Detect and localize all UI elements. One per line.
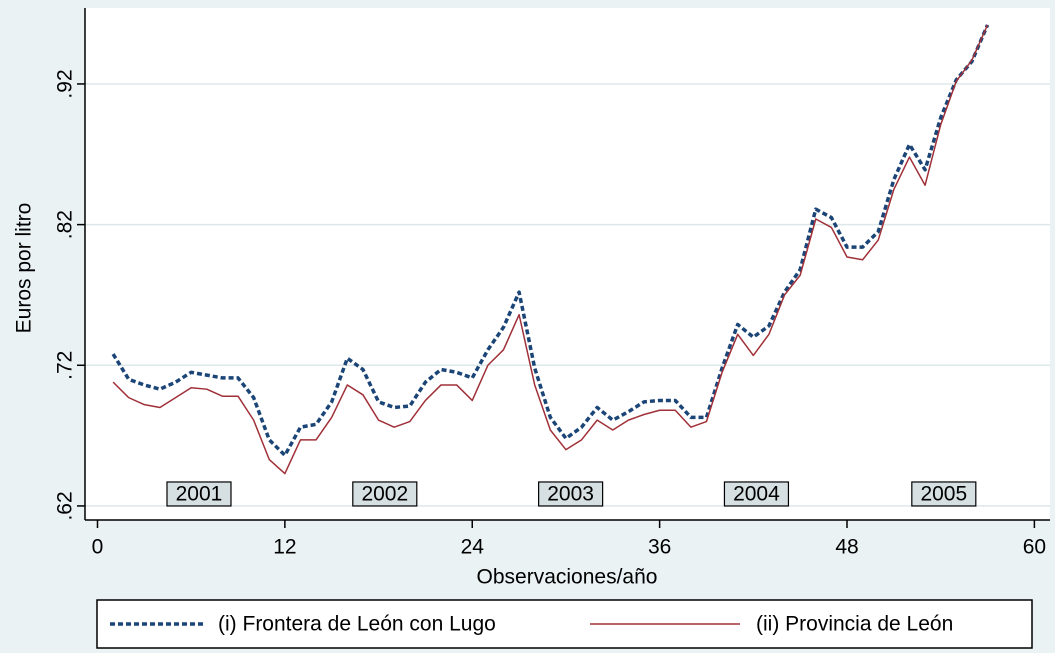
annotation: 2004 bbox=[733, 483, 780, 506]
x-tick-label: 24 bbox=[461, 536, 485, 559]
annotation-box bbox=[538, 481, 604, 507]
x-tick-label: 48 bbox=[835, 536, 858, 559]
y-tick-label: .92 bbox=[54, 69, 77, 98]
y-tick-label: .82 bbox=[54, 210, 77, 239]
x-tick-label: 0 bbox=[92, 536, 104, 559]
legend-label: (ii) Provincia de León bbox=[756, 613, 953, 636]
y-tick-label: .62 bbox=[54, 491, 77, 520]
annotation-box bbox=[352, 481, 418, 507]
y-axis-label: Euros por litro bbox=[13, 203, 36, 334]
annotation-box bbox=[723, 481, 790, 507]
annotation: 2005 bbox=[920, 483, 967, 506]
annotation: 2002 bbox=[361, 483, 408, 506]
legend bbox=[96, 599, 1033, 649]
x-tick-label: 60 bbox=[1023, 536, 1046, 559]
x-axis-label: Observaciones/año bbox=[477, 566, 658, 589]
annotation: 2003 bbox=[547, 483, 594, 506]
series-line bbox=[112, 24, 989, 475]
plot-area bbox=[85, 8, 1050, 520]
annotation-box bbox=[166, 481, 232, 507]
x-tick-label: 12 bbox=[273, 536, 296, 559]
series-line bbox=[111, 24, 990, 458]
x-tick-label: 36 bbox=[648, 536, 671, 559]
y-tick-label: .72 bbox=[54, 351, 77, 380]
legend-label: (i) Frontera de León con Lugo bbox=[218, 613, 496, 636]
annotation: 2001 bbox=[176, 483, 223, 506]
annotation-box bbox=[911, 481, 977, 507]
